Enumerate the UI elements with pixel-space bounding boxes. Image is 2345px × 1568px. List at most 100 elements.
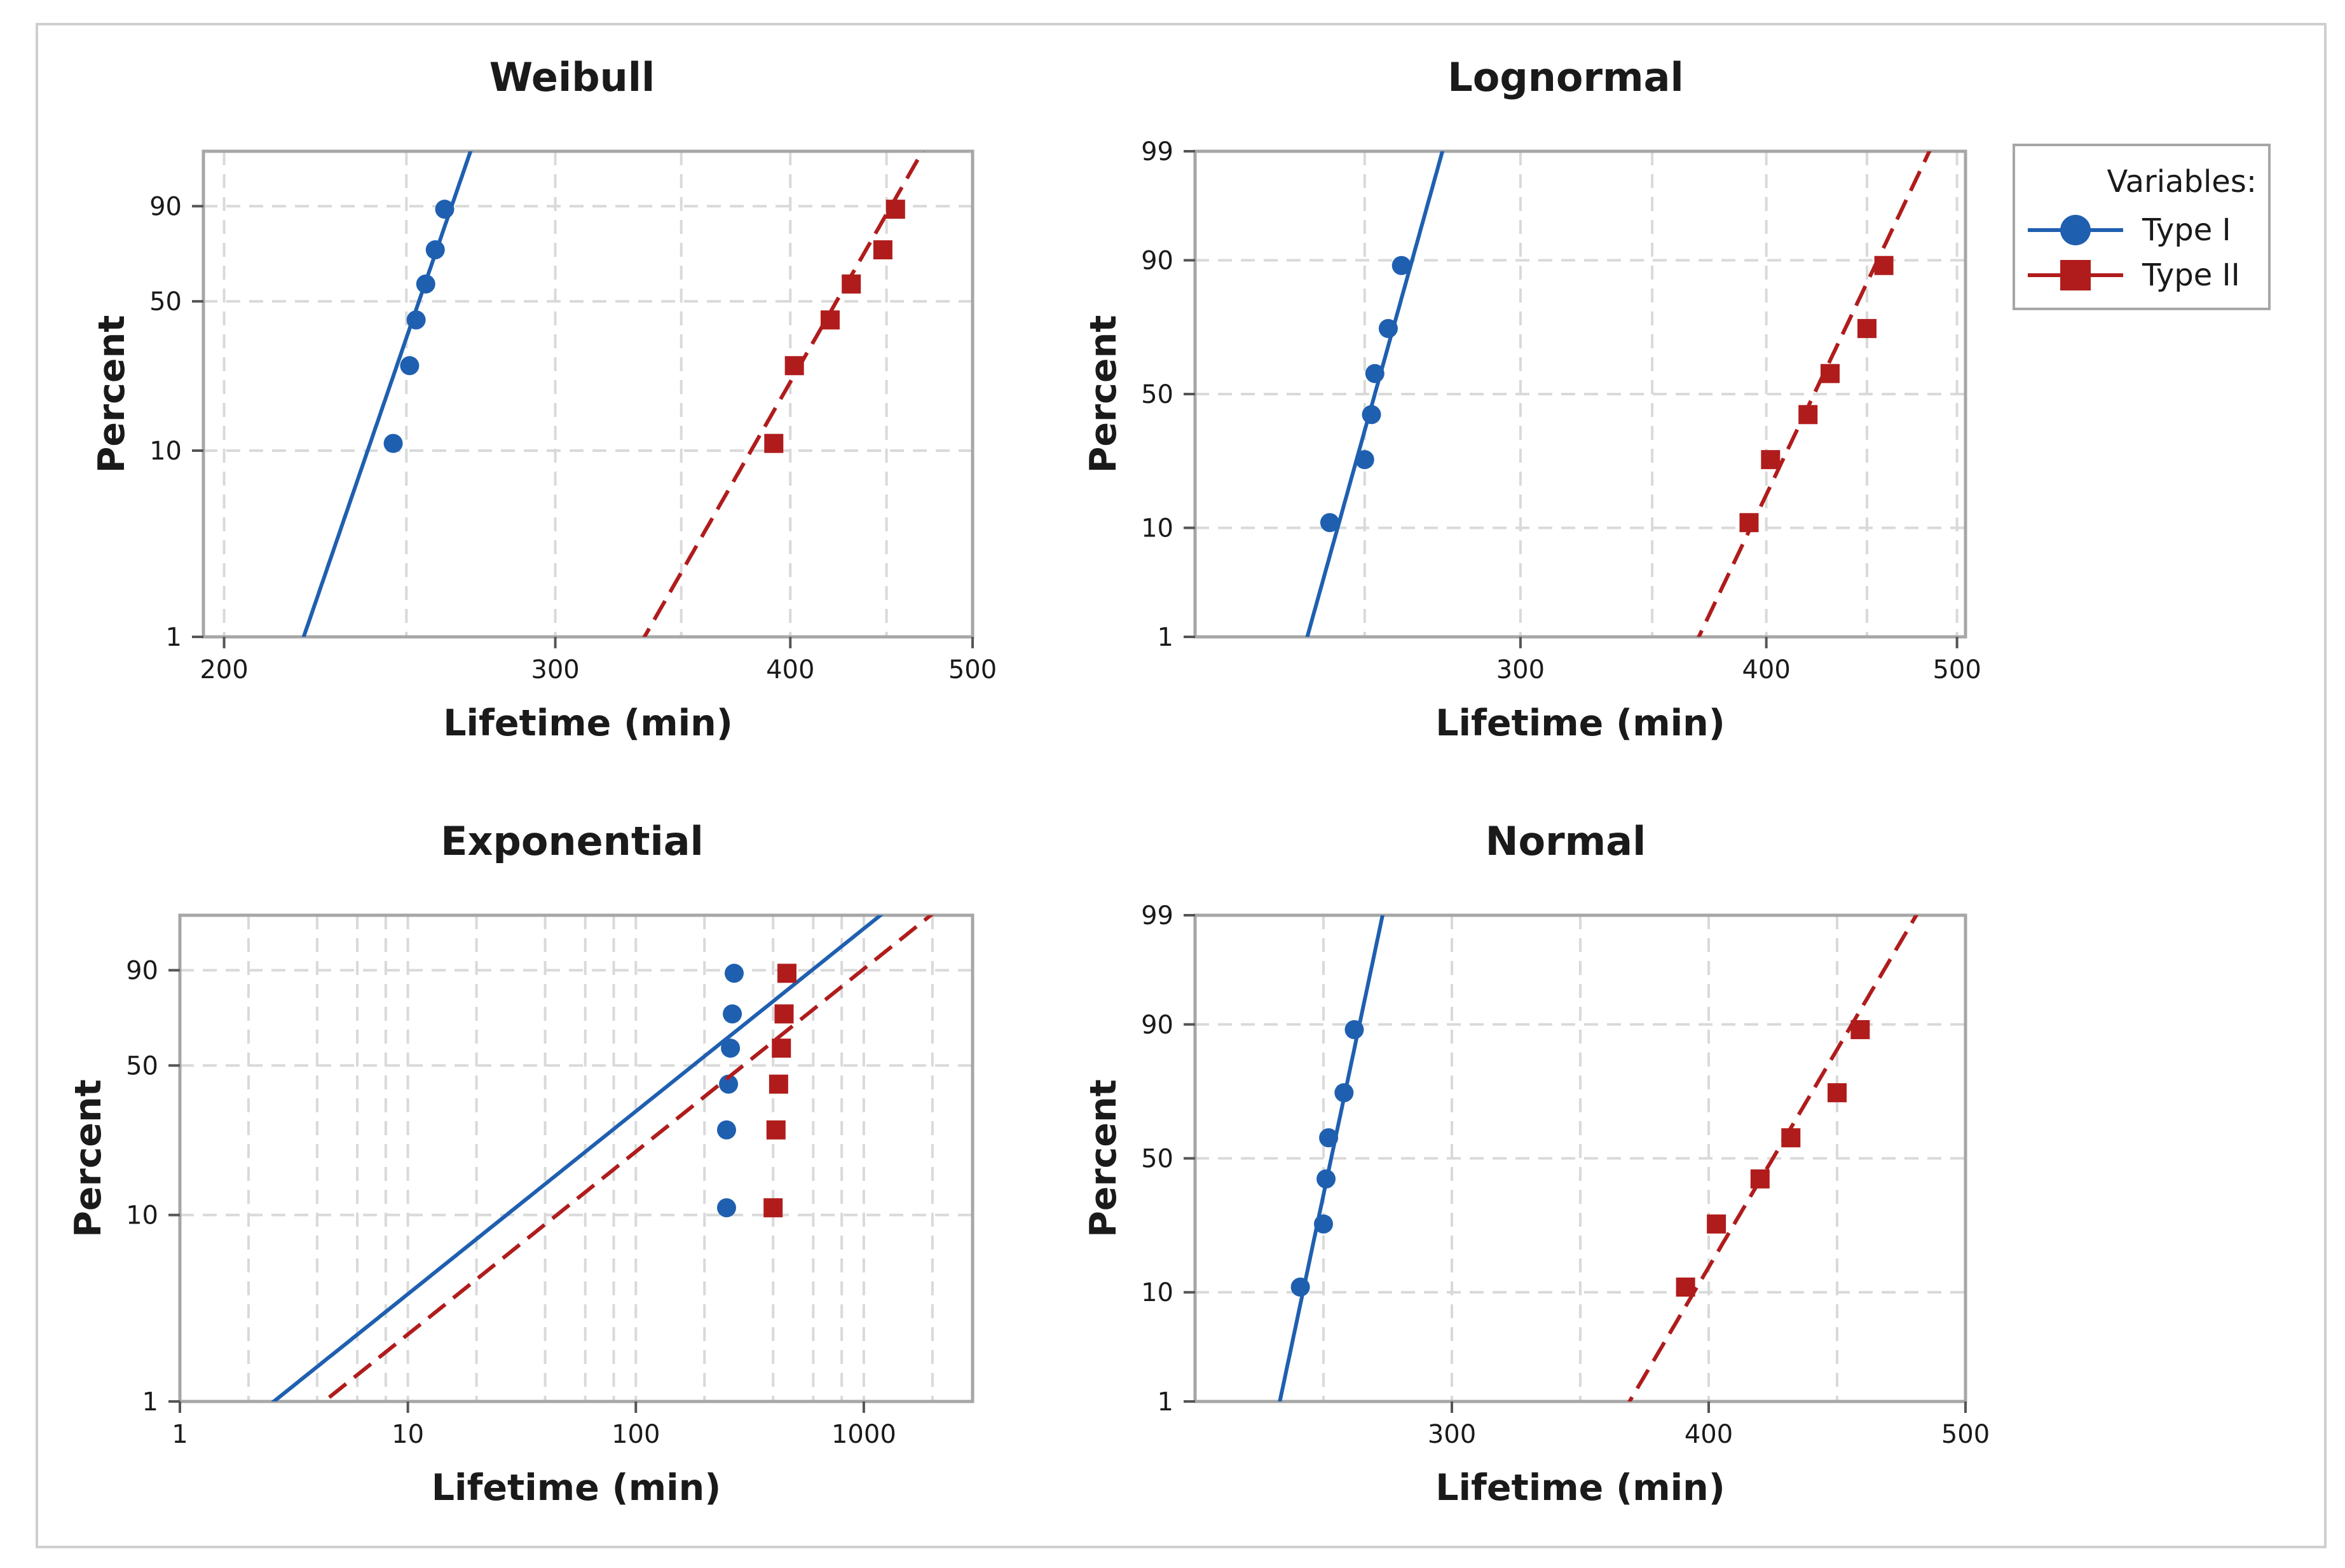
y-axis-label: Percent	[1083, 1079, 1125, 1237]
data-point-type-1	[716, 1120, 736, 1140]
y-tick-label: 50	[1141, 380, 1173, 409]
fit-line-type-ii	[1697, 151, 1932, 637]
x-axis-label: Lifetime (min)	[432, 1467, 721, 1509]
x-tick-label: 1000	[831, 1420, 896, 1449]
data-point-type-2	[784, 356, 804, 376]
y-tick-label: 10	[1141, 514, 1173, 543]
data-point-type-1	[1391, 256, 1411, 275]
x-tick-label: 300	[1496, 655, 1545, 685]
data-point-type-1	[416, 274, 435, 294]
x-tick-label: 500	[1941, 1420, 1990, 1449]
fit-line-type-ii	[321, 915, 934, 1401]
data-point-type-1	[1334, 1083, 1354, 1103]
data-point-type-2	[1676, 1278, 1695, 1297]
data-point-type-2	[1820, 364, 1840, 383]
y-tick-label: 90	[1141, 1011, 1173, 1040]
x-tick-label: 500	[1932, 655, 1981, 685]
data-point-type-2	[1739, 513, 1759, 533]
x-axis-label: Lifetime (min)	[443, 702, 733, 744]
x-tick-label: 200	[200, 655, 248, 685]
y-axis-label: Percent	[67, 1079, 109, 1237]
x-tick-label: 400	[1742, 655, 1790, 685]
data-point-type-2	[842, 274, 861, 294]
x-axis-label: Lifetime (min)	[1435, 1467, 1725, 1509]
y-tick-label: 50	[126, 1051, 158, 1081]
data-point-type-2	[777, 964, 796, 983]
data-point-type-1	[425, 240, 445, 260]
data-point-type-1	[383, 433, 403, 453]
data-point-type-1	[1365, 364, 1384, 383]
data-point-type-2	[1707, 1214, 1726, 1234]
x-axis-label: Lifetime (min)	[1435, 702, 1725, 744]
y-axis-label: Percent	[91, 315, 133, 474]
plot-area	[203, 151, 973, 637]
data-point-type-1	[724, 964, 744, 983]
legend: Variables: Type I Type II	[2013, 144, 2271, 310]
x-tick-label: 300	[1428, 1420, 1476, 1449]
panel-title: Normal	[1486, 818, 1646, 864]
y-tick-label: 10	[1141, 1278, 1173, 1307]
data-point-type-2	[1761, 450, 1781, 470]
data-point-type-2	[1850, 1019, 1870, 1039]
data-point-type-1	[723, 1004, 742, 1024]
data-point-type-2	[1798, 405, 1818, 425]
x-tick-label: 100	[612, 1420, 660, 1449]
data-point-type-1	[1314, 1214, 1333, 1234]
data-point-type-2	[1781, 1128, 1801, 1148]
data-point-type-1	[716, 1198, 736, 1218]
legend-label-type-2: Type II	[2142, 257, 2240, 293]
x-tick-label: 500	[948, 655, 997, 685]
data-point-type-2	[772, 1039, 791, 1058]
data-point-type-2	[763, 1198, 783, 1218]
fit-line-type-i	[301, 151, 473, 637]
y-tick-label: 1	[1158, 1387, 1173, 1417]
panel-title: Lognormal	[1447, 54, 1684, 100]
data-point-type-2	[1874, 256, 1894, 275]
y-tick-label: 90	[149, 192, 182, 221]
x-tick-label: 300	[531, 655, 579, 685]
panel-lognormal: Lognormal 300 400 500 1 10 50 90 99 Lifetime (min…	[1083, 54, 1981, 744]
data-point-type-1	[1316, 1169, 1336, 1189]
data-point-type-1	[721, 1039, 741, 1058]
y-tick-label: 99	[1141, 901, 1173, 931]
y-tick-label: 1	[166, 623, 182, 652]
plot-frame	[202, 149, 974, 639]
data-point-type-2	[1750, 1169, 1770, 1189]
y-axis-label: Percent	[1083, 315, 1125, 474]
y-tick-label: 90	[1141, 247, 1173, 276]
data-point-type-2	[764, 433, 784, 453]
fit-line-type-ii	[1627, 915, 1919, 1401]
panel-weibull: Weibull 200 300 400 500 1 10 50 90 Lifetime (min)…	[91, 54, 997, 744]
data-point-type-1	[719, 1074, 739, 1094]
plot-frame	[178, 913, 974, 1403]
legend-title: Variables:	[2107, 164, 2257, 200]
fit-line-type-ii	[642, 151, 925, 637]
panel-title: Exponential	[441, 818, 704, 864]
data-point-type-1	[1355, 450, 1374, 470]
legend-label-type-1: Type I	[2142, 212, 2231, 248]
x-tick-label: 1	[172, 1420, 188, 1449]
data-point-type-2	[1828, 1083, 1847, 1103]
data-point-type-2	[766, 1120, 786, 1140]
data-point-type-2	[1857, 318, 1877, 338]
data-point-type-2	[769, 1074, 788, 1094]
data-point-type-1	[1320, 513, 1339, 533]
y-tick-label: 10	[126, 1201, 158, 1231]
data-point-type-1	[406, 310, 426, 330]
data-point-type-1	[1319, 1128, 1339, 1148]
fit-line-type-i	[271, 915, 884, 1401]
data-point-type-1	[1344, 1019, 1364, 1039]
x-tick-label: 400	[1685, 1420, 1733, 1449]
data-point-type-2	[873, 240, 892, 260]
panel-title: Weibull	[489, 54, 655, 100]
data-point-type-2	[885, 200, 905, 219]
y-tick-label: 10	[149, 437, 182, 466]
fit-line-type-i	[1278, 915, 1384, 1401]
legend-box	[2013, 144, 2271, 310]
data-point-type-1	[1362, 405, 1381, 425]
data-point-type-1	[1290, 1278, 1310, 1297]
x-tick-label: 400	[766, 655, 814, 685]
y-tick-label: 50	[149, 287, 182, 317]
fit-line-type-i	[1305, 151, 1445, 637]
